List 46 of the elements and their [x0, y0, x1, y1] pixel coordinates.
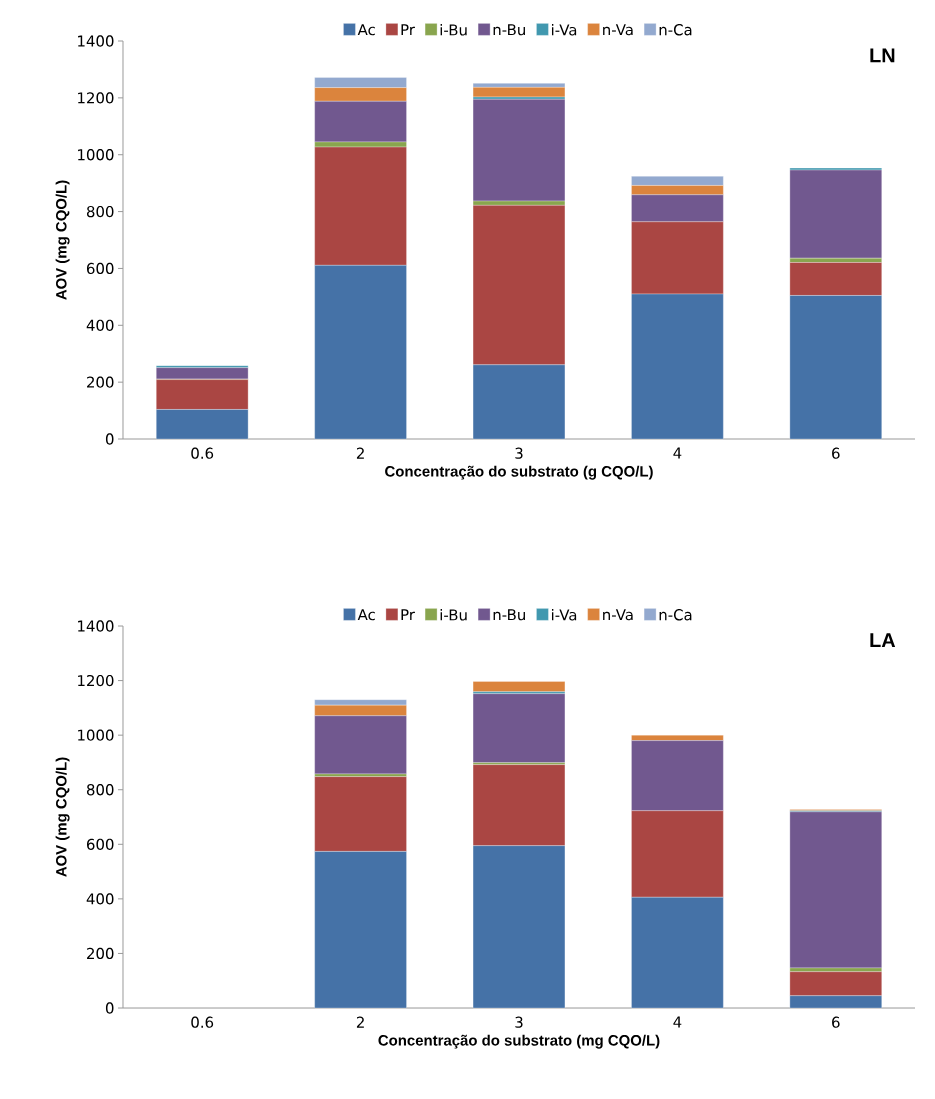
y-tick-label: 400	[86, 893, 114, 905]
y-tick-label: 1200	[78, 92, 114, 104]
annotation: LN	[870, 48, 895, 63]
legend-label: n-Bu	[493, 24, 525, 36]
x-tick-label: 6	[832, 1016, 840, 1028]
annotation: LA	[870, 633, 896, 648]
y-tick-label: 1400	[78, 35, 114, 47]
x-axis-title: Concentração do substrato (g CQO/L)	[385, 465, 653, 480]
y-tick-label: 200	[87, 376, 114, 388]
legend-label: i-Bu	[440, 608, 467, 621]
y-tick-label: 600	[87, 262, 114, 275]
y-tick-label: 800	[86, 784, 114, 796]
y-tick-label: 1000	[78, 149, 114, 161]
y-tick-label: 600	[87, 838, 114, 850]
y-tick-label: 1400	[78, 620, 114, 632]
legend-label: n-Va	[603, 24, 633, 36]
legend-label: Ac	[357, 24, 375, 36]
y-tick-label: 0	[105, 1002, 114, 1014]
y-tick-label: 200	[87, 947, 114, 960]
x-tick-label: 6	[832, 447, 840, 459]
y-axis-title: AOV (mg CQO/L)	[55, 180, 70, 300]
y-tick-label: 0	[105, 433, 114, 445]
legend-label: n-Ca	[659, 24, 692, 36]
y-tick-label: 400	[86, 319, 114, 331]
x-tick-label: 0.6	[191, 447, 214, 459]
x-tick-label: 4	[673, 1016, 682, 1028]
legend-label: Pr	[401, 24, 415, 36]
x-tick-label: 3	[515, 447, 523, 459]
y-axis-title: AOV (mg CQO/L)	[55, 757, 70, 877]
y-tick-label: 800	[86, 205, 114, 218]
legend-label: n-Bu	[493, 609, 525, 621]
x-tick-label: 0.6	[191, 1016, 214, 1028]
legend-label: Pr	[401, 609, 415, 621]
x-tick-label: 4	[673, 447, 682, 459]
y-tick-label: 1000	[78, 729, 114, 741]
x-tick-label: 3	[515, 1016, 523, 1028]
legend-label: n-Va	[603, 609, 633, 621]
y-tick-label: 1200	[78, 674, 114, 687]
legend-label: n-Ca	[659, 609, 692, 621]
x-axis-title: Concentração do substrato (mg CQO/L)	[378, 1034, 660, 1049]
legend-label: i-Bu	[440, 23, 467, 36]
x-tick-label: 2	[356, 447, 364, 459]
legend-label: Ac	[357, 609, 375, 621]
legend-label: i-Va	[551, 23, 577, 36]
x-tick-label: 2	[356, 1016, 364, 1028]
legend-label: i-Va	[551, 608, 577, 621]
